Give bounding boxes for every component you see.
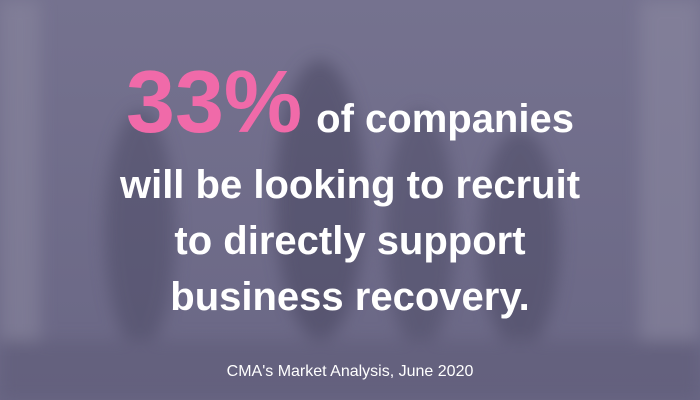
headline-text: business recovery. xyxy=(170,275,529,319)
headline-text: to directly support xyxy=(174,219,525,263)
headline-line: 33% of companies xyxy=(126,52,574,151)
headline-text: will be looking to recruit xyxy=(119,163,580,207)
source: CMA's Market Analysis, June 2020 xyxy=(227,363,474,380)
headline-text: of companies xyxy=(316,97,574,141)
highlight-stat: 33% xyxy=(126,52,302,151)
